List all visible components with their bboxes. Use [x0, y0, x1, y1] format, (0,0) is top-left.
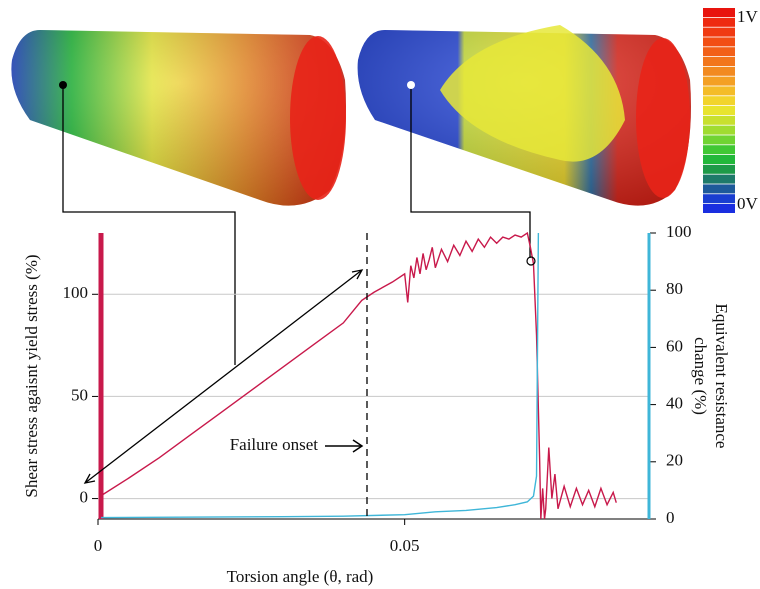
colorbar-swatch	[703, 125, 735, 135]
colorbar-swatch	[703, 164, 735, 174]
slope-arrow	[83, 269, 364, 484]
colorbar-swatch	[703, 47, 735, 57]
colorbar-swatch	[703, 194, 735, 204]
connectors	[62, 85, 531, 365]
y2-tick-label: 100	[666, 222, 692, 241]
y2-tick-label: 80	[666, 279, 683, 298]
failure-marker	[526, 256, 536, 266]
y-tick-label: 100	[63, 283, 89, 302]
cylinder-uniform	[11, 30, 347, 206]
colorbar-swatch	[703, 115, 735, 125]
probe-dot	[407, 81, 415, 89]
y-tick-label: 50	[71, 385, 88, 404]
colorbar-swatch	[703, 17, 735, 27]
onset-label: Failure onset	[230, 435, 319, 454]
y2-tick-label: 40	[666, 394, 683, 413]
y2-tick-label: 20	[666, 451, 683, 470]
colorbar-swatch	[703, 27, 735, 37]
colorbar	[703, 8, 735, 213]
y2-tick-label: 60	[666, 336, 683, 355]
probe-dot	[59, 81, 67, 89]
series-line	[102, 231, 617, 520]
colorbar-swatch	[703, 135, 735, 145]
colorbar-swatch	[703, 57, 735, 66]
colorbar-swatch	[703, 8, 735, 17]
x-axis-label: Torsion angle (θ, rad)	[227, 567, 374, 586]
colorbar-swatch	[703, 76, 735, 86]
x-tick-label: 0	[94, 536, 103, 555]
x-tick-label: 0.05	[390, 536, 420, 555]
colorbar-swatch	[703, 174, 735, 184]
y-axis-label: Shear stress agaisnt yield stress (%)	[22, 254, 41, 497]
onset-arrow	[325, 439, 364, 453]
colorbar-min-label: 0V	[737, 194, 759, 213]
colorbar-swatch	[703, 96, 735, 106]
colorbar-swatch	[703, 86, 735, 96]
colorbar-swatch	[703, 106, 735, 115]
colorbar-swatch	[703, 66, 735, 76]
colorbar-swatch	[703, 37, 735, 47]
y2-tick-label: 0	[666, 508, 675, 527]
colorbar-max-label: 1V	[737, 7, 759, 26]
series-line	[101, 232, 540, 519]
colorbar-swatch	[703, 204, 735, 213]
colorbar-swatch	[703, 184, 735, 194]
colorbar-swatch	[703, 145, 735, 155]
y2-axis-label: change (%)	[691, 337, 710, 415]
colorbar-swatch	[703, 155, 735, 164]
y-tick-label: 0	[80, 487, 89, 506]
y2-axis-label: Equivalent resistance	[712, 304, 731, 449]
cylinder-failed	[357, 25, 691, 206]
plot: 0 50 100 0 20 40 60 80 100 0 0.05	[63, 222, 692, 555]
